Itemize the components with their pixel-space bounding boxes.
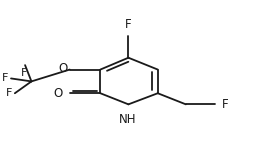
Text: O: O — [53, 87, 62, 100]
Text: F: F — [2, 73, 8, 83]
Text: F: F — [20, 68, 27, 78]
Text: F: F — [5, 87, 12, 98]
Text: F: F — [222, 98, 229, 111]
Text: F: F — [125, 18, 132, 31]
Text: O: O — [58, 62, 67, 75]
Text: NH: NH — [118, 113, 136, 126]
